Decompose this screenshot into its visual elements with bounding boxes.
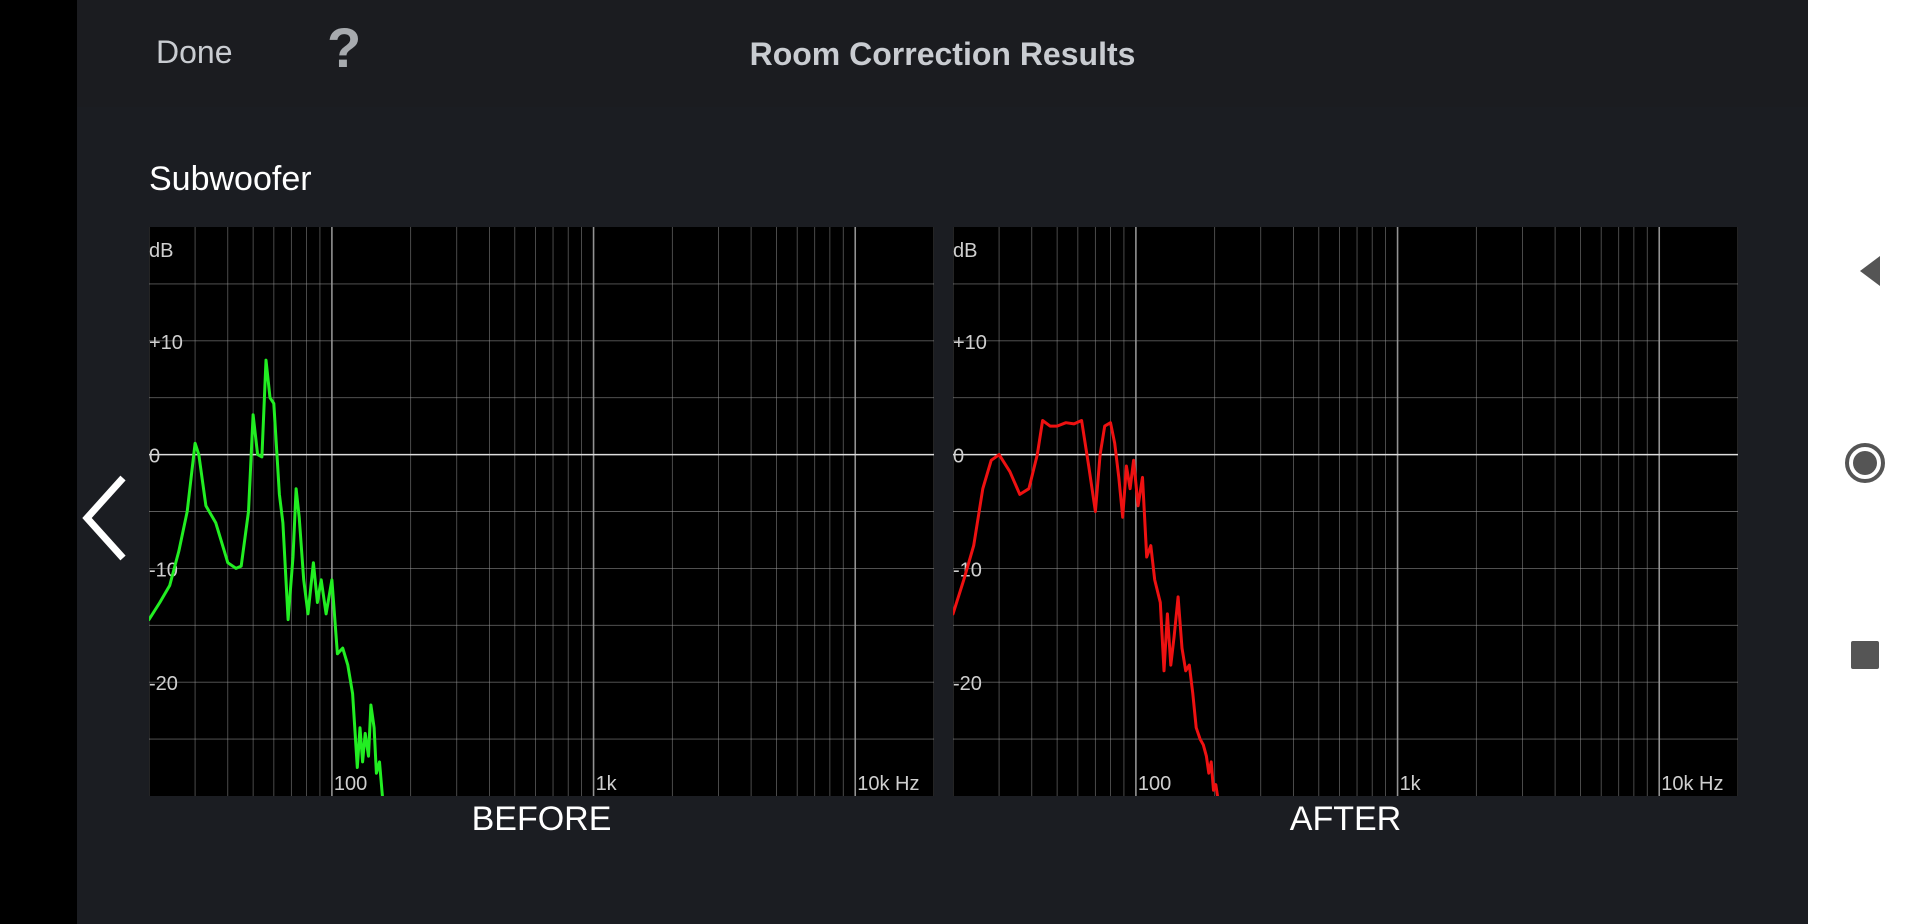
before-ylabel: dB bbox=[149, 240, 173, 262]
top-bar: Done ? Room Correction Results bbox=[77, 0, 1808, 107]
before-chart: dB +10 0 -10 -20 100 1k 10k Hz bbox=[149, 227, 934, 796]
help-icon[interactable]: ? bbox=[327, 16, 362, 79]
before-caption: BEFORE bbox=[471, 800, 612, 838]
before-y-tick-label: -10 bbox=[149, 559, 178, 581]
before-y-tick-label: 0 bbox=[149, 446, 160, 468]
after-x-tick-label: 1k bbox=[1400, 773, 1422, 795]
after-caption: AFTER bbox=[1289, 800, 1402, 838]
chevron-left-icon[interactable] bbox=[73, 468, 133, 568]
app-screen: Done ? Room Correction Results Subwoofer… bbox=[77, 0, 1808, 924]
before-y-tick-label: -20 bbox=[149, 673, 178, 695]
before-svg: dB +10 0 -10 -20 100 1k 10k Hz bbox=[149, 227, 934, 796]
triangle-back-icon[interactable] bbox=[1808, 236, 1920, 306]
after-y-tick-label: +10 bbox=[953, 332, 987, 354]
after-y-tick-label: 0 bbox=[953, 446, 964, 468]
done-button[interactable]: Done bbox=[156, 34, 233, 70]
page-title: Room Correction Results bbox=[749, 36, 1136, 72]
before-x-tick-label: 10k Hz bbox=[857, 773, 919, 795]
after-x-tick-label: 10k Hz bbox=[1661, 773, 1723, 795]
system-nav-bar bbox=[1808, 0, 1920, 924]
after-ylabel: dB bbox=[953, 240, 977, 262]
before-x-tick-label: 1k bbox=[596, 773, 618, 795]
before-x-tick-label: 100 bbox=[334, 773, 367, 795]
circle-home-icon[interactable] bbox=[1808, 428, 1920, 498]
section-label: Subwoofer bbox=[149, 160, 312, 198]
after-chart: dB +10 0 -10 -20 100 1k 10k Hz bbox=[953, 227, 1738, 796]
after-series-line bbox=[953, 419, 1219, 796]
after-x-tick-label: 100 bbox=[1138, 773, 1171, 795]
after-y-tick-label: -20 bbox=[953, 673, 982, 695]
square-recents-icon[interactable] bbox=[1808, 620, 1920, 690]
before-y-tick-label: +10 bbox=[149, 332, 183, 354]
before-series-line bbox=[149, 358, 384, 796]
